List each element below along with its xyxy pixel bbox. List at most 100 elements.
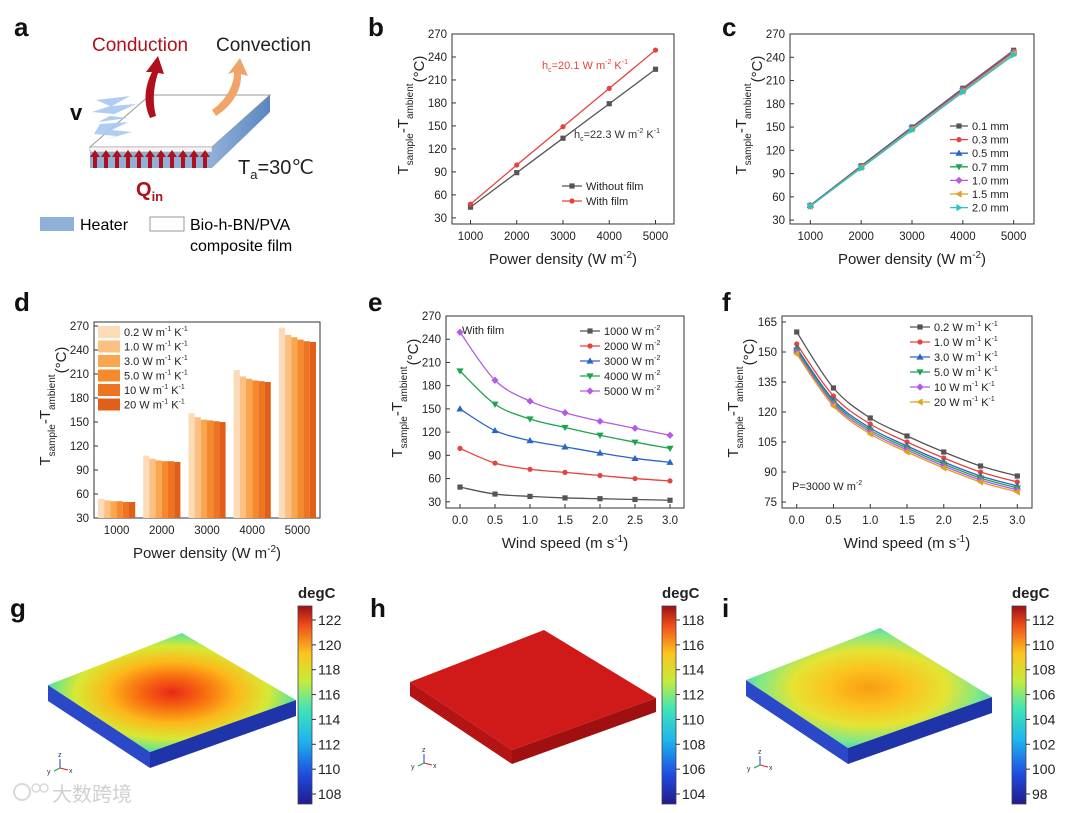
legend-swatch bbox=[98, 355, 120, 367]
data-point bbox=[526, 416, 534, 423]
x-axis-label: Power density (W m-2) bbox=[838, 250, 986, 268]
data-point bbox=[793, 350, 800, 358]
colorbar-title: degC bbox=[1012, 585, 1050, 602]
colorbar-tick-label: 114 bbox=[318, 711, 341, 727]
data-point bbox=[867, 421, 873, 427]
colorbar-tick-label: 100 bbox=[1032, 761, 1056, 777]
y-tick-label: 165 bbox=[758, 317, 777, 329]
colorbar-tick-label: 106 bbox=[1032, 687, 1056, 703]
data-point bbox=[597, 472, 603, 479]
colorbar-tick-label: 98 bbox=[1032, 786, 1048, 802]
x-tick-label: 0.5 bbox=[825, 515, 841, 527]
y-tick-label: 210 bbox=[422, 357, 441, 369]
bar bbox=[246, 378, 253, 518]
data-point bbox=[491, 401, 499, 408]
legend-marker bbox=[569, 198, 575, 204]
series-4 bbox=[456, 328, 674, 439]
x-tick-label: 1000 bbox=[458, 231, 484, 243]
bar bbox=[219, 422, 226, 518]
bar bbox=[278, 327, 285, 518]
legend-label: 1.0 mm bbox=[972, 175, 1009, 187]
colorbar-tick-label: 122 bbox=[318, 612, 342, 628]
bar bbox=[129, 502, 136, 518]
bar bbox=[116, 501, 123, 518]
panel-letter-i: i bbox=[722, 593, 729, 623]
legend: 0.2 W m-1 K-1 1.0 W m-1 K-1 3.0 W m-1 K-1 5… bbox=[910, 321, 998, 409]
legend-swatch bbox=[98, 340, 120, 353]
data-point bbox=[667, 497, 673, 503]
data-point bbox=[632, 496, 638, 503]
data-point bbox=[830, 385, 837, 391]
panel-letter-b: b bbox=[368, 12, 384, 42]
panel-letter-g: g bbox=[10, 593, 26, 623]
data-point bbox=[596, 449, 604, 456]
legend-label: 0.2 W m-1 K-1 bbox=[934, 321, 998, 334]
data-point bbox=[456, 368, 464, 375]
y-tick-label: 90 bbox=[76, 465, 89, 477]
data-point bbox=[561, 443, 569, 450]
y-tick-label: 90 bbox=[772, 169, 785, 181]
data-point bbox=[1014, 479, 1020, 485]
colorbar-tick-label: 104 bbox=[682, 786, 706, 802]
axis-triad-g: z x y bbox=[47, 752, 73, 776]
bar bbox=[98, 498, 105, 518]
data-point bbox=[514, 162, 520, 168]
y-tick-label: 150 bbox=[758, 347, 777, 359]
colorbar-title: degC bbox=[298, 585, 336, 602]
data-point bbox=[909, 126, 916, 134]
watermark-text: 大数跨境 bbox=[52, 783, 132, 806]
data-point bbox=[632, 475, 638, 482]
x-tick-label: 1000 bbox=[104, 525, 130, 537]
y-tick-label: 60 bbox=[772, 192, 785, 204]
data-point bbox=[456, 405, 464, 412]
colorbar-tick-label: 108 bbox=[682, 736, 706, 752]
data-point bbox=[866, 430, 873, 438]
legend-label: 2.0 mm bbox=[972, 203, 1009, 215]
series-2 bbox=[456, 405, 674, 465]
svg-text:x: x bbox=[433, 763, 437, 770]
convection-arrow bbox=[212, 58, 248, 116]
data-point bbox=[807, 202, 814, 210]
series-1 bbox=[794, 341, 1020, 485]
panel-letters: a b c d e f g h i bbox=[10, 12, 736, 623]
y-tick-label: 240 bbox=[422, 334, 441, 346]
colorbar-tick-label: 110 bbox=[682, 711, 705, 727]
data-point bbox=[940, 464, 947, 472]
legend-label: 0.5 mm bbox=[972, 148, 1009, 160]
y-axis-unit: (°C) bbox=[53, 347, 70, 374]
bar bbox=[143, 455, 150, 518]
y-tick-label: 270 bbox=[428, 29, 447, 41]
colorbar-i: degC 112 110 108 106 104 102 100 98 bbox=[1011, 585, 1056, 805]
legend-marker bbox=[916, 383, 924, 391]
y-tick-label: 180 bbox=[428, 98, 447, 110]
chart-d: 30 60 90 120 150 180 210 240 270 1000 2000 3000 4000… bbox=[37, 321, 321, 562]
data-point bbox=[491, 426, 499, 434]
heater-legend-swatch bbox=[40, 217, 74, 231]
x-axis-label: Wind speed (m s-1) bbox=[502, 534, 628, 552]
data-point bbox=[606, 85, 612, 91]
plate-side-right bbox=[512, 698, 656, 764]
data-point bbox=[596, 417, 604, 425]
x-axis-label: Wind speed (m s-1) bbox=[844, 534, 970, 552]
data-point bbox=[492, 460, 498, 466]
bar bbox=[258, 381, 265, 518]
y-tick-label: 180 bbox=[70, 393, 89, 405]
bar bbox=[252, 380, 259, 518]
x-tick-label: 1.5 bbox=[899, 515, 915, 527]
ambient-temperature-label: Ta=30℃ bbox=[238, 157, 314, 182]
bar bbox=[309, 342, 316, 518]
x-tick-label: 0.5 bbox=[487, 515, 503, 527]
x-tick-label: 5000 bbox=[285, 525, 311, 537]
y-tick-label: 150 bbox=[428, 121, 447, 133]
y-tick-label: 30 bbox=[772, 215, 785, 227]
data-point bbox=[666, 458, 674, 465]
legend-marker bbox=[916, 369, 924, 376]
y-tick-label: 90 bbox=[428, 450, 441, 462]
data-point bbox=[560, 124, 566, 130]
data-point bbox=[652, 66, 659, 72]
wind-icon bbox=[92, 96, 136, 140]
y-tick-label: 150 bbox=[422, 404, 441, 416]
plate-side-right bbox=[150, 700, 296, 768]
x-tick-label: 0.0 bbox=[452, 515, 468, 527]
legend-label: 3.0 W m-1 K-1 bbox=[934, 351, 998, 364]
